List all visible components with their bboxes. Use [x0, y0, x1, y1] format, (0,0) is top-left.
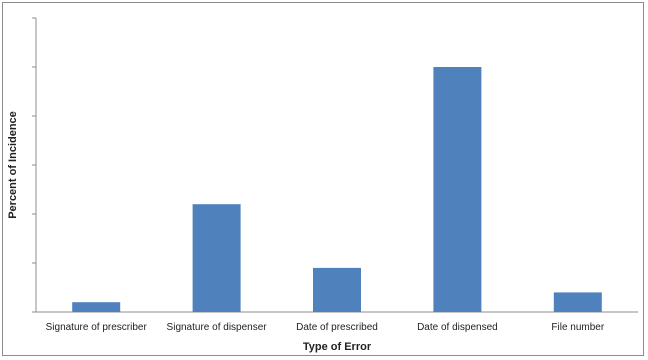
- x-axis-label: Type of Error: [303, 341, 372, 353]
- bar-signature-of-prescriber: [72, 302, 121, 312]
- bars: [72, 67, 602, 312]
- x-tick-label: Signature of prescriber: [46, 322, 148, 333]
- bar-signature-of-dispenser: [192, 204, 241, 312]
- x-tick-label: Signature of dispenser: [167, 322, 268, 333]
- x-tick-labels: Signature of prescriber Signature of disp…: [46, 322, 605, 333]
- bar-date-of-prescribed: [313, 267, 361, 312]
- x-tick-label: Date of prescribed: [296, 322, 378, 333]
- x-tick-label: File number: [551, 322, 604, 333]
- bar-file-number: [553, 292, 602, 312]
- y-ticks: [32, 17, 36, 313]
- y-axis-label: Percent of Incidence: [7, 111, 19, 219]
- x-tick-label: Date of dispensed: [417, 322, 498, 333]
- bar-date-of-dispensed: [433, 67, 482, 312]
